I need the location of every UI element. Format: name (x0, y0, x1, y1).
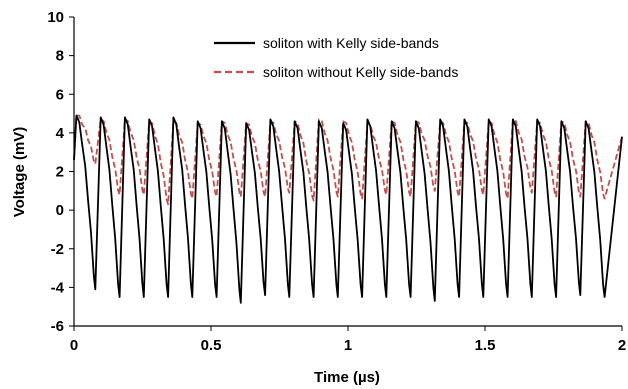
legend: soliton with Kelly side-bands soliton wi… (214, 35, 458, 80)
ticks-layer: -6 -4 -2 0 2 4 6 8 10 0 0.5 1 1.5 2 (47, 9, 626, 354)
series-line-with-kelly (73, 114, 623, 304)
y-tick-label: -4 (51, 279, 65, 296)
legend-label-without-kelly: soliton without Kelly side-bands (263, 64, 458, 80)
y-tick-label: 10 (47, 9, 64, 26)
y-tick-label: -2 (51, 241, 64, 258)
x-tick-label: 1.5 (475, 337, 496, 354)
y-tick-label: 8 (56, 48, 64, 65)
legend-label-with-kelly: soliton with Kelly side-bands (263, 35, 439, 51)
x-axis-title: Time (µs) (314, 369, 380, 386)
y-tick-label: -6 (51, 318, 64, 335)
y-tick-label: 2 (56, 164, 64, 181)
y-tick-label: 4 (56, 125, 65, 142)
x-tick-label: 0 (70, 337, 78, 354)
x-tick-label: 0.5 (201, 337, 222, 354)
y-tick-label: 6 (56, 86, 64, 103)
y-axis-title: Voltage (mV) (11, 127, 28, 218)
x-tick-label: 2 (618, 337, 626, 354)
series-layer (73, 114, 623, 304)
x-tick-label: 1 (344, 337, 352, 354)
y-tick-label: 0 (56, 202, 64, 219)
